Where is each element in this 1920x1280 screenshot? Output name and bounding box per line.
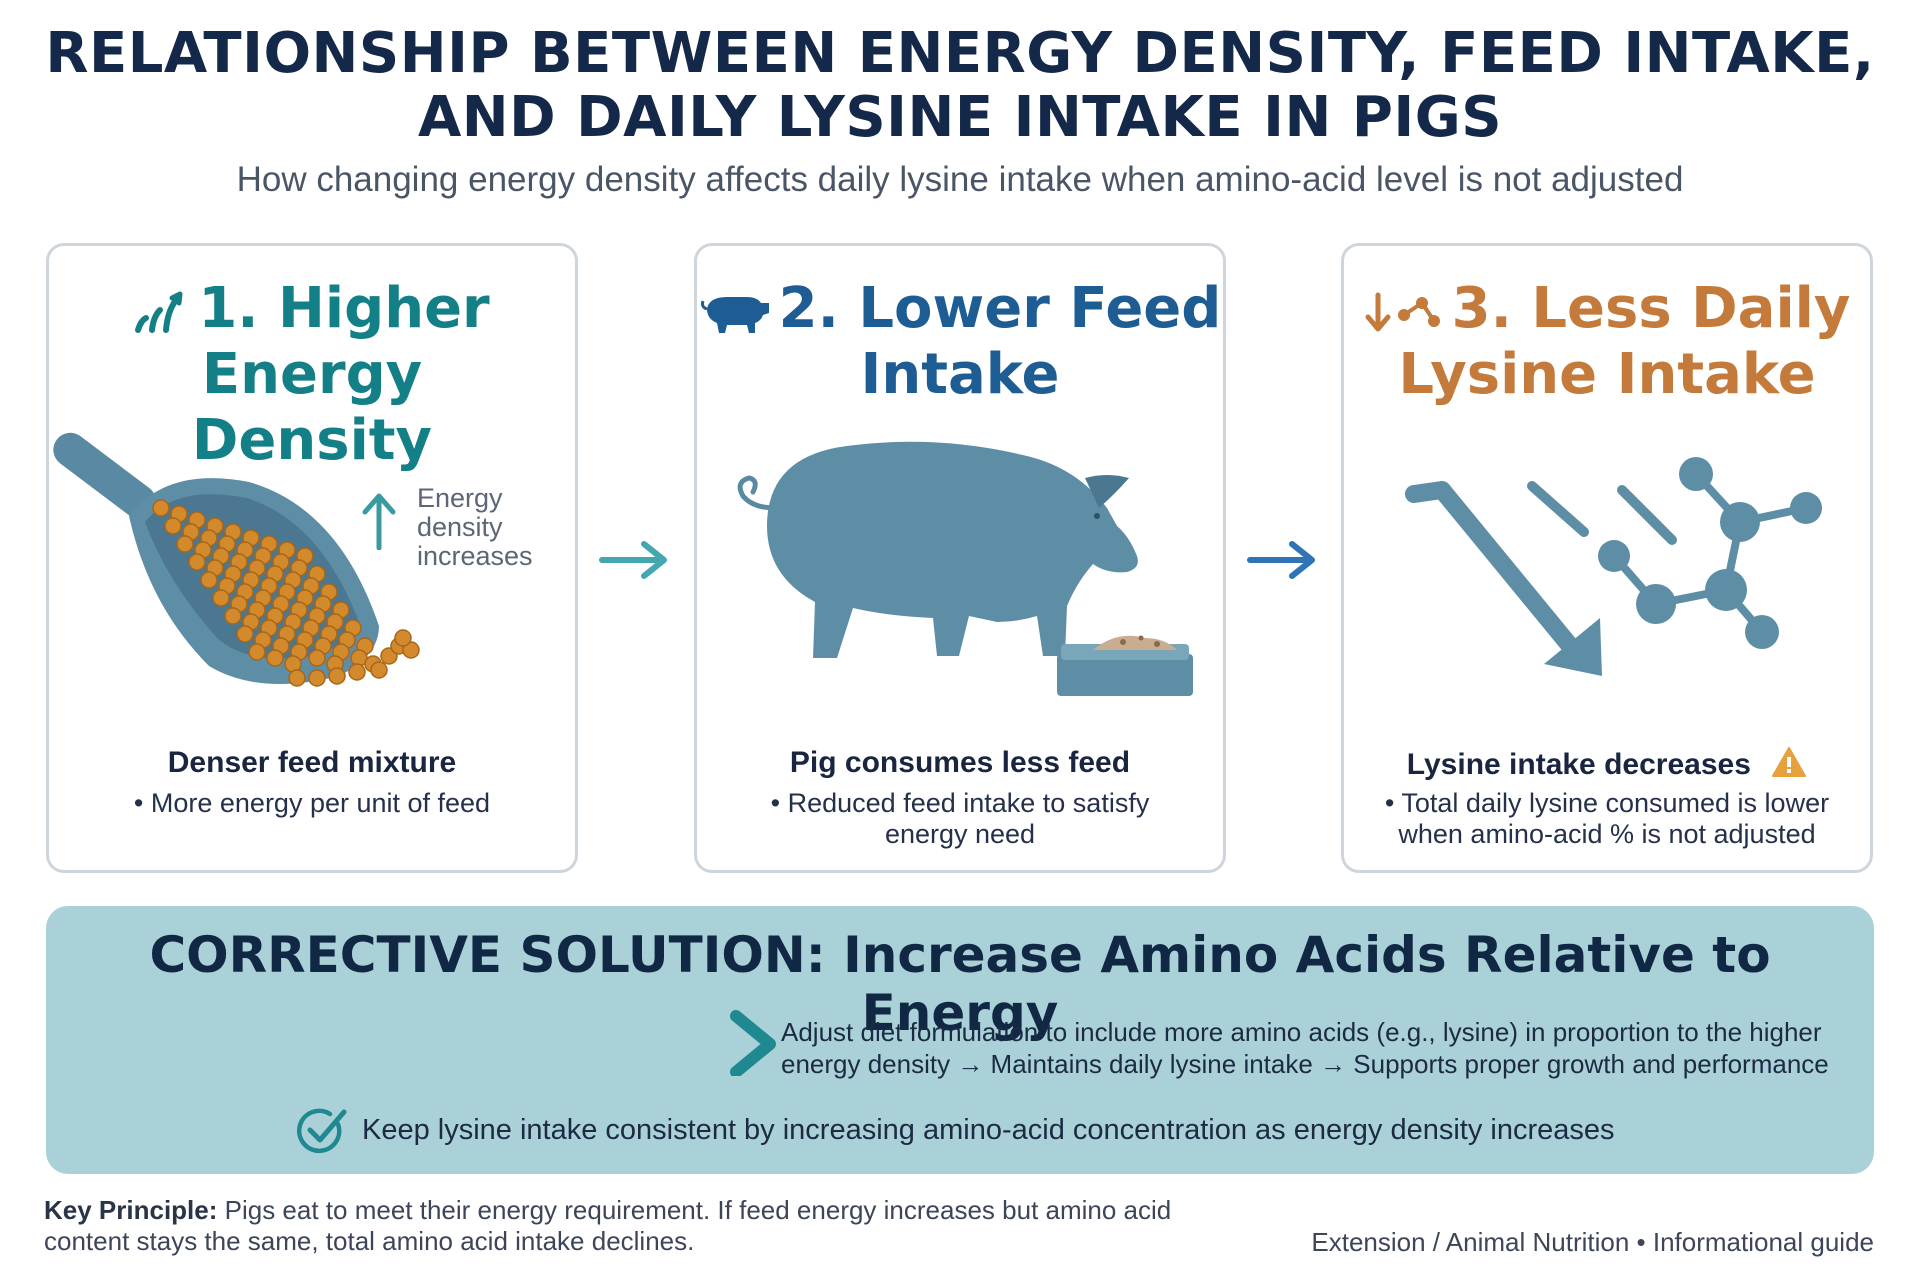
step-2-heading: Pig consumes less feed: [789, 746, 1131, 779]
feed-pellet: [394, 629, 412, 647]
step-3-note-line-2: when amino-acid % is not adjusted: [1398, 819, 1816, 849]
energy-callout-line-2: density: [417, 512, 503, 542]
solution-description-line-1: Adjust diet formulation to include more …: [781, 1017, 1822, 1047]
step-2-note: • Reduced feed intake to satisfy energy …: [727, 788, 1193, 850]
solution-arrow: [172, 1010, 776, 1076]
step-2-note-line-1: • Reduced feed intake to satisfy: [770, 788, 1150, 818]
step-1-title-line-1: 1. Higher Energy: [198, 276, 490, 407]
flow-arrow-1: [599, 541, 667, 579]
down-molecule-icon: [1365, 292, 1440, 332]
key-principle-label: Key Principle:: [44, 1195, 218, 1225]
feed-pellet: [402, 641, 420, 659]
lysine-decline-illustration: [1405, 457, 1822, 676]
step-card-energy-density: 1. Higher Energy Density Energy density …: [46, 243, 578, 873]
step-2-title: 2. Lower Feed Intake: [697, 276, 1223, 408]
energy-callout-line-3: increases: [417, 541, 533, 571]
signal-bars-icon: [135, 291, 183, 333]
page-subtitle: How changing energy density affects dail…: [236, 160, 1684, 199]
solution-checkpoint: Keep lysine intake consistent by increas…: [296, 1106, 1615, 1154]
feed-pellet: [370, 661, 388, 679]
check-circle-icon: [296, 1108, 347, 1154]
solution-description-line-2: energy density → Maintains daily lysine …: [781, 1049, 1829, 1079]
feed-pellet: [308, 669, 326, 687]
feed-scoop-illustration: [53, 432, 420, 687]
corrective-solution-panel: CORRECTIVE SOLUTION: Increase Amino Acid…: [46, 906, 1874, 1174]
feed-pellet: [248, 643, 266, 661]
energy-callout-line-1: Energy: [417, 483, 503, 513]
feed-pellet: [164, 517, 182, 535]
solution-description: Adjust diet formulation to include more …: [781, 1016, 1841, 1080]
warning-icon: [1772, 747, 1807, 777]
step-2-title-line-2: Intake: [860, 342, 1060, 407]
source-credit: Extension / Animal Nutrition • Informati…: [1311, 1227, 1874, 1257]
step-1-note: • More energy per unit of feed: [133, 788, 491, 818]
step-2-title-line-1: 2. Lower Feed: [778, 276, 1222, 341]
step-3-title-line-2: Lysine Intake: [1398, 342, 1816, 407]
feed-pellet: [176, 535, 194, 553]
page-title: RELATIONSHIP BETWEEN ENERGY DENSITY, FEE…: [0, 22, 1920, 150]
feed-pellet: [152, 499, 170, 517]
solution-title: CORRECTIVE SOLUTION: Increase Amino Acid…: [149, 926, 1771, 1042]
feed-pellet: [328, 667, 346, 685]
feed-pellet: [188, 553, 206, 571]
step-3-note-line-1: • Total daily lysine consumed is lower: [1384, 788, 1830, 818]
feed-pellet: [236, 625, 254, 643]
solution-checkpoint-text: Keep lysine intake consistent by increas…: [362, 1113, 1615, 1146]
step-1-title: 1. Higher Energy Density: [49, 276, 575, 474]
feed-pellet: [212, 589, 230, 607]
feed-pellet: [224, 607, 242, 625]
step-3-title: 3. Less Daily Lysine Intake: [1344, 276, 1870, 408]
feed-pellet: [200, 571, 218, 589]
feed-pellet: [266, 649, 284, 667]
step-3-title-line-1: 3. Less Daily: [1451, 276, 1851, 341]
step-card-feed-intake: 2. Lower Feed Intake Pig consumes less f…: [694, 243, 1226, 873]
step-card-lysine-intake: 3. Less Daily Lysine Intake Lysine intak…: [1341, 243, 1873, 873]
key-principle-line-2: content stays the same, total amino acid…: [44, 1226, 695, 1256]
title-line-1: RELATIONSHIP BETWEEN ENERGY DENSITY, FEE…: [45, 21, 1875, 86]
key-principle: Key Principle: Pigs eat to meet their en…: [44, 1195, 1264, 1257]
step-3-note: • Total daily lysine consumed is lower w…: [1374, 788, 1840, 850]
feed-pellets: [152, 499, 420, 687]
energy-callout: Energy density increases: [362, 483, 533, 571]
feed-pellet: [308, 649, 326, 667]
step-3-heading: Lysine intake decreases: [1344, 746, 1870, 782]
key-principle-line-1: Pigs eat to meet their energy requiremen…: [217, 1195, 1172, 1225]
step-3-heading-text: Lysine intake decreases: [1406, 748, 1751, 781]
pig-icon: [700, 296, 769, 333]
step-1-title-line-2: Density: [191, 408, 433, 473]
pig-eating-illustration: [737, 441, 1193, 696]
up-arrow-icon: [362, 493, 396, 550]
feed-pellet: [348, 663, 366, 681]
feed-pellet: [288, 669, 306, 687]
flow-arrow-2: [1247, 541, 1315, 579]
step-1-heading: Denser feed mixture: [167, 746, 457, 779]
step-2-note-line-2: energy need: [884, 819, 1036, 849]
title-line-2: AND DAILY LYSINE INTAKE IN PIGS: [417, 85, 1503, 150]
